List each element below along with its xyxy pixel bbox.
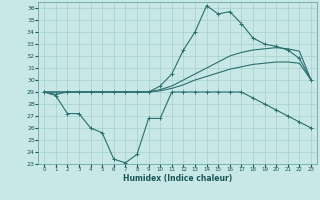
- X-axis label: Humidex (Indice chaleur): Humidex (Indice chaleur): [123, 174, 232, 183]
